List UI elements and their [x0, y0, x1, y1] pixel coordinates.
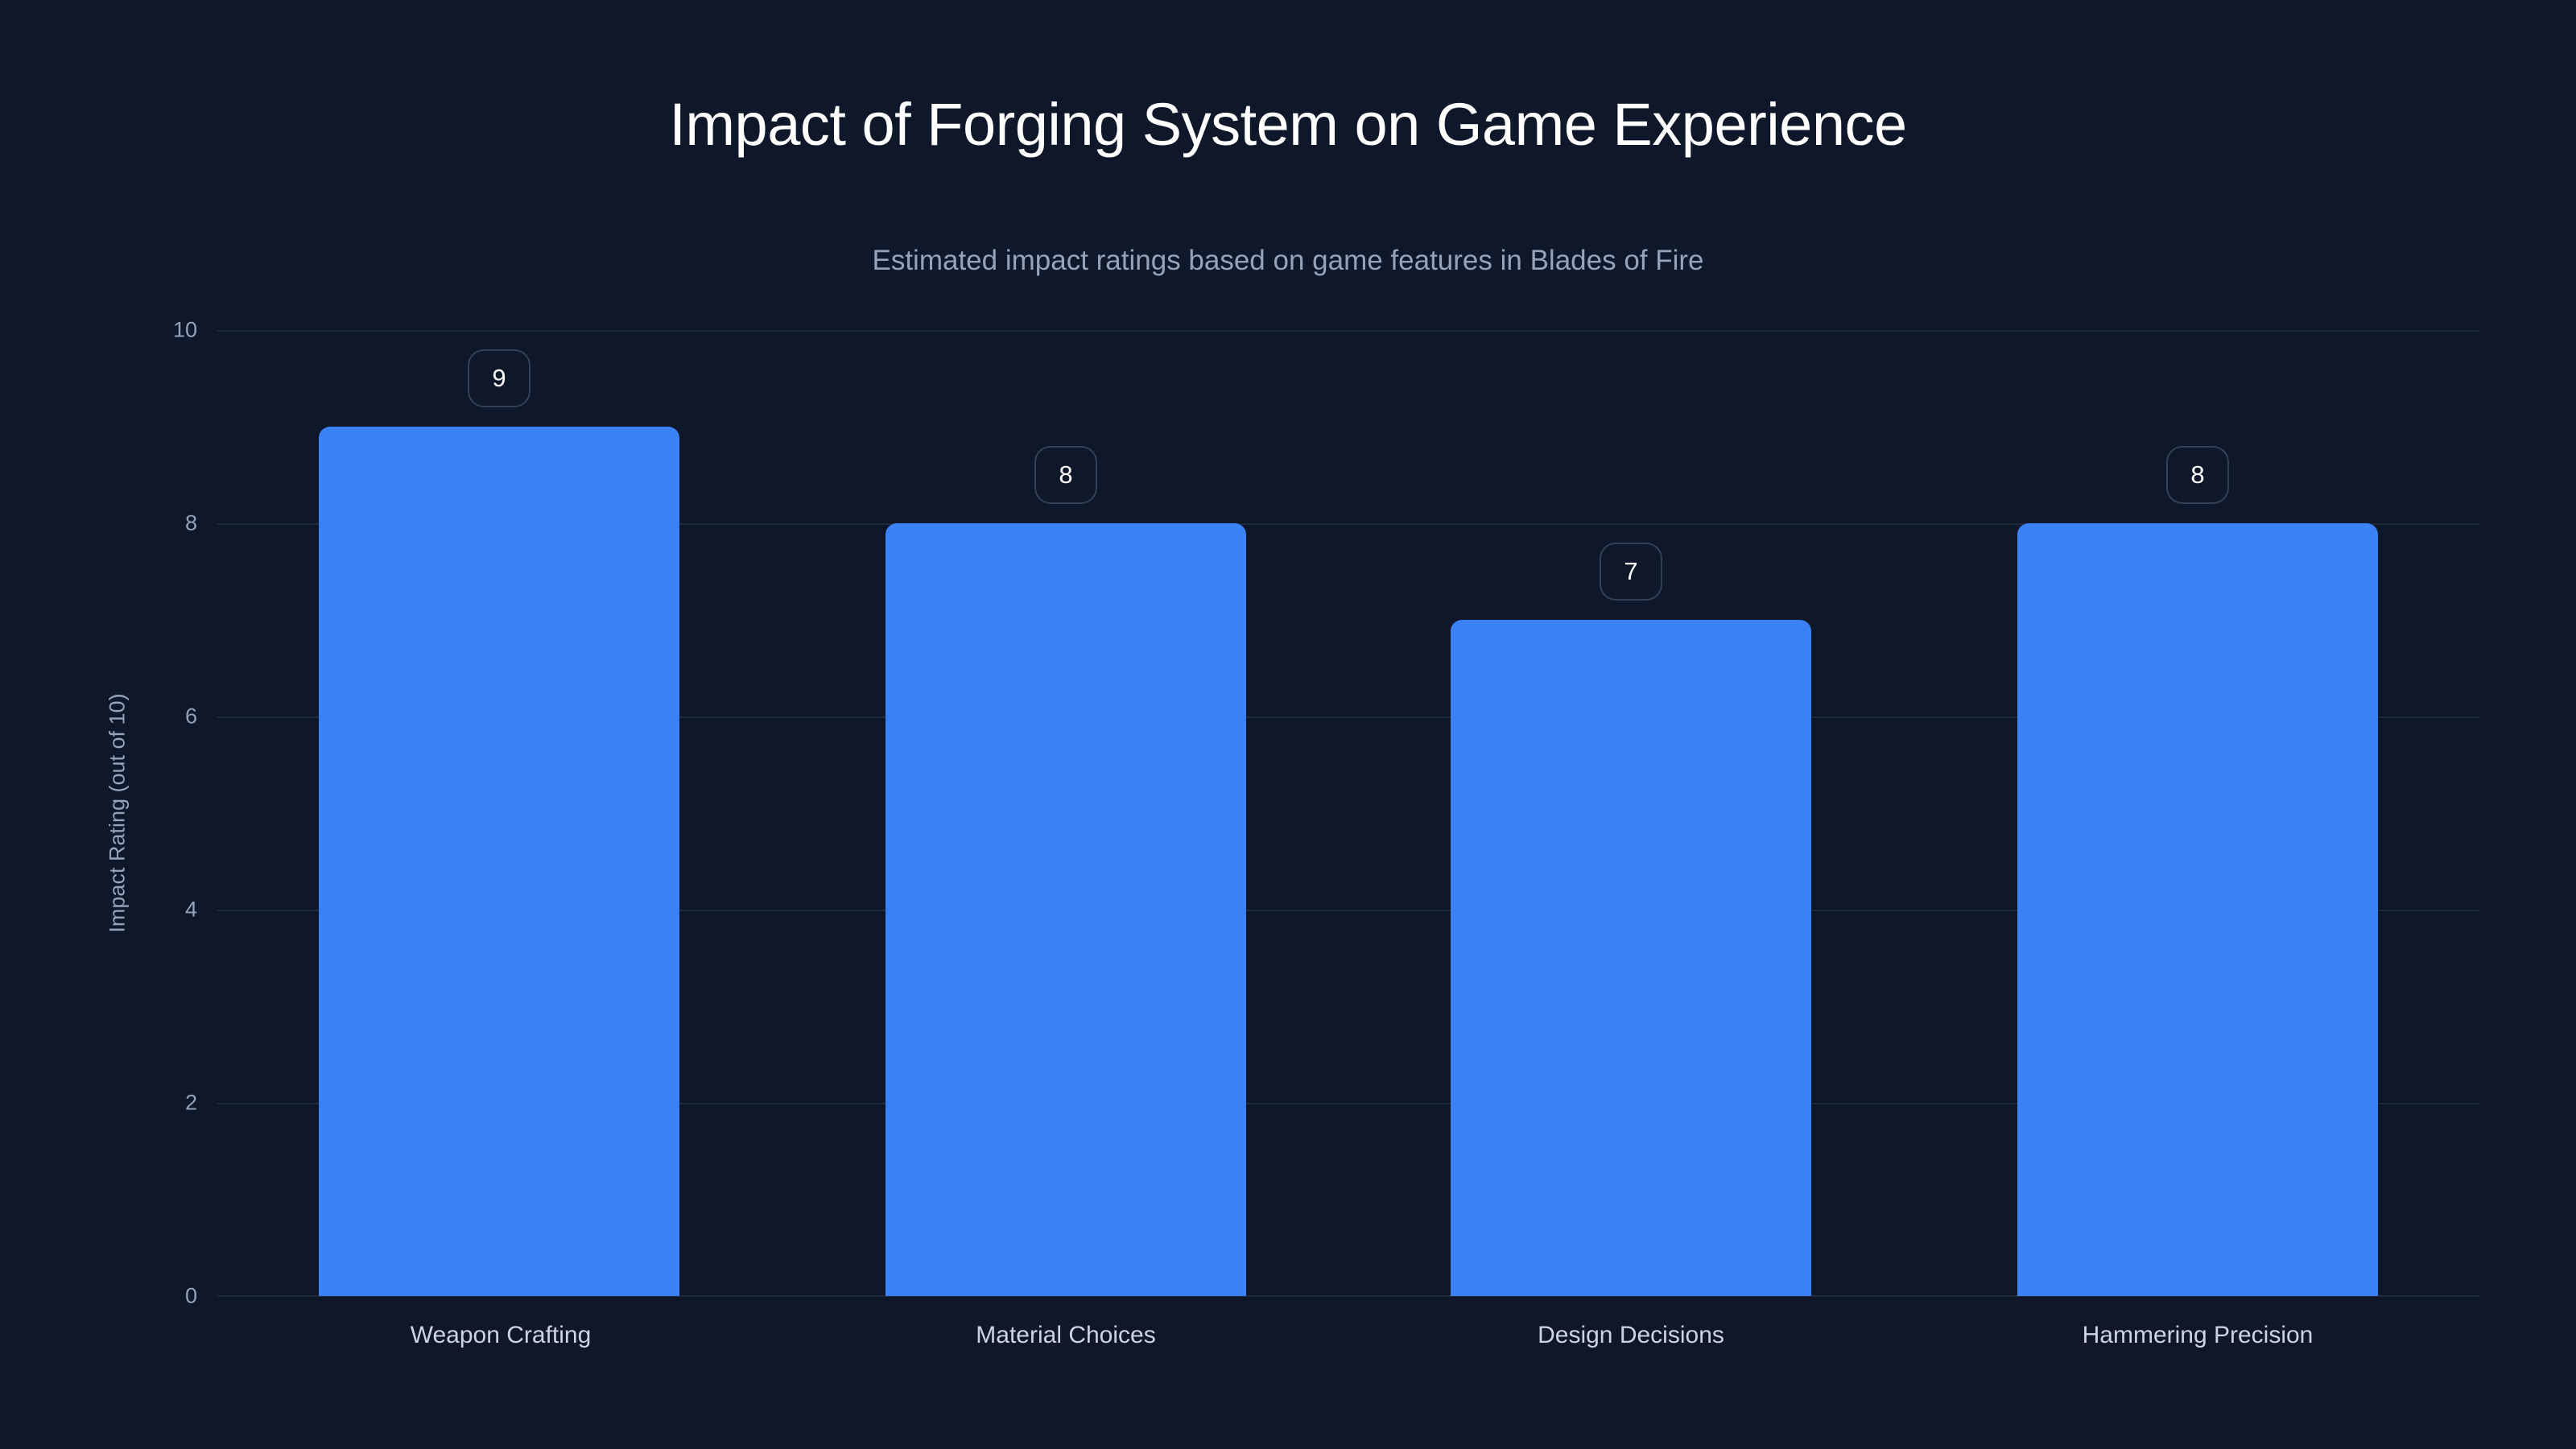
y-axis-label: Impact Rating (out of 10) [105, 693, 130, 933]
y-tick-8: 8 [184, 510, 197, 535]
gridline-6 [217, 716, 2479, 718]
gridline-0 [217, 1295, 2479, 1297]
value-badge-weapon-crafting: 9 [468, 349, 530, 407]
chart-title: Impact of Forging System on Game Experie… [669, 91, 1907, 158]
gridline-10 [217, 330, 2479, 332]
x-tick-material-choices: Material Choices [976, 1322, 1156, 1348]
bar-material-choices [886, 523, 1246, 1296]
y-tick-2: 2 [184, 1090, 197, 1115]
chart-subtitle: Estimated impact ratings based on game f… [872, 245, 1704, 276]
value-badge-material-choices: 8 [1034, 446, 1097, 504]
value-badge-hammering-precision: 8 [2166, 446, 2229, 504]
y-tick-10: 10 [172, 317, 197, 342]
value-badge-design-decisions: 7 [1600, 543, 1662, 601]
y-tick-4: 4 [184, 897, 197, 922]
plot-area: 10 8 6 4 2 0 9 Weapon Crafting 8 Materia… [173, 318, 2479, 1348]
x-tick-hammering-precision: Hammering Precision [2082, 1322, 2314, 1348]
x-tick-weapon-crafting: Weapon Crafting [410, 1322, 592, 1348]
bar-hammering-precision [2017, 523, 2378, 1296]
gridline-4 [217, 910, 2479, 911]
y-tick-6: 6 [184, 704, 197, 729]
gridline-2 [217, 1103, 2479, 1104]
gridline-8 [217, 523, 2479, 525]
x-tick-design-decisions: Design Decisions [1538, 1322, 1724, 1348]
bar-design-decisions [1451, 620, 1811, 1296]
y-tick-0: 0 [184, 1283, 197, 1308]
bar-weapon-crafting [319, 427, 679, 1296]
